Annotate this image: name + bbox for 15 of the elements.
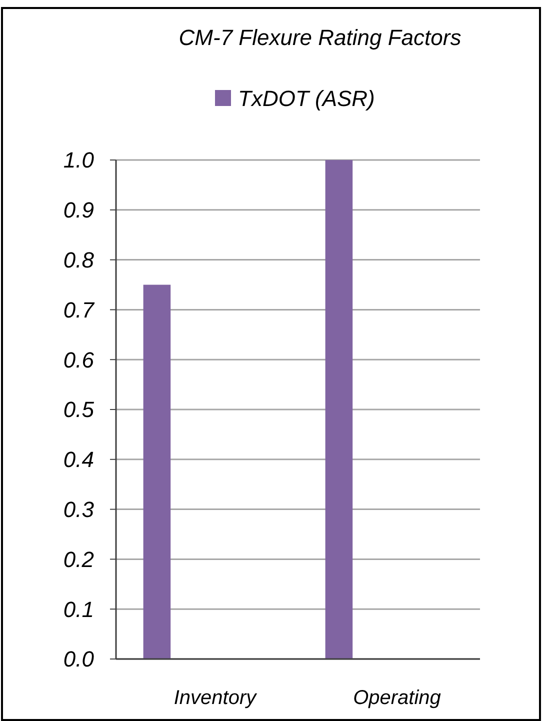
y-tick-label: 1.0 <box>63 148 95 173</box>
y-tick-label: 0.0 <box>63 646 95 672</box>
y-tick-label: 0.3 <box>63 497 95 522</box>
legend-label: TxDOT (ASR) <box>238 86 375 111</box>
y-tick-label: 0.2 <box>63 546 94 572</box>
y-tick-label: 0.8 <box>63 248 95 272</box>
y-tick-label: 0.6 <box>63 347 95 372</box>
x-tick-label: Operating <box>353 687 441 709</box>
x-tick-label: Inventory <box>174 687 258 709</box>
y-tick-label: 0.4 <box>63 447 94 472</box>
chart-title: CM-7 Flexure Rating Factors <box>178 25 462 50</box>
y-tick-label: 0.1 <box>63 596 94 622</box>
y-tick-label: 0.5 <box>63 397 95 422</box>
y-tick-label: 0.7 <box>63 297 95 322</box>
y-tick-label: 0.9 <box>63 198 94 223</box>
